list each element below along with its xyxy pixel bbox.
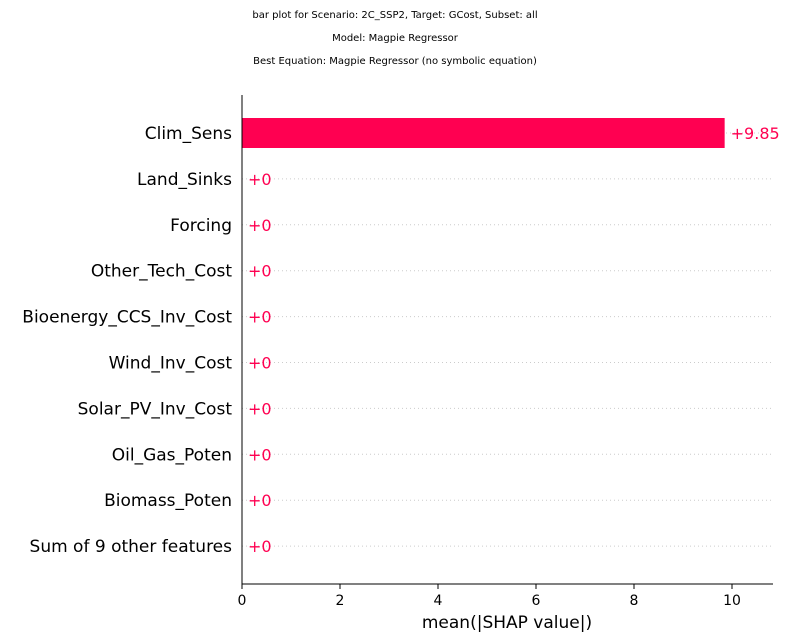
feature-labels: Clim_Sens Land_Sinks Forcing Other_Tech_Cos… (22, 124, 232, 557)
value-label: +0 (248, 308, 272, 327)
value-label: +9.85 (731, 124, 780, 143)
x-axis-label: mean(|SHAP value|) (422, 613, 592, 633)
bars (242, 118, 725, 148)
feature-label: Bioenergy_CCS_Inv_Cost (22, 308, 232, 328)
value-label: +0 (248, 170, 272, 189)
x-tick-label: 6 (532, 593, 541, 609)
value-label: +0 (248, 537, 272, 556)
x-tick-label: 8 (630, 593, 639, 609)
feature-label: Solar_PV_Inv_Cost (78, 399, 233, 419)
value-label: +0 (248, 491, 272, 510)
x-tick-label: 2 (336, 593, 345, 609)
value-label: +0 (248, 445, 272, 464)
feature-label: Sum of 9 other features (30, 537, 233, 557)
feature-label: Wind_Inv_Cost (109, 354, 233, 374)
x-tick-label: 4 (434, 593, 443, 609)
value-label: +0 (248, 216, 272, 235)
chart-title-line-2: Model: Magpie Regressor (332, 33, 458, 44)
x-tick-label: 0 (238, 593, 247, 609)
value-label: +0 (248, 354, 272, 373)
feature-label: Biomass_Poten (104, 491, 232, 511)
feature-label: Land_Sinks (137, 170, 232, 190)
gridlines (242, 132, 773, 547)
feature-label: Other_Tech_Cost (91, 262, 232, 282)
value-labels: +9.85 +0 +0 +0 +0 +0 +0 +0 +0 +0 (248, 124, 780, 556)
feature-label: Forcing (170, 216, 232, 236)
x-tick-label: 10 (723, 593, 741, 609)
axes: 0 2 4 6 8 10 (238, 95, 773, 609)
feature-label: Oil_Gas_Poten (112, 445, 232, 465)
bar-clim_sens (242, 118, 725, 148)
value-label: +0 (248, 262, 272, 281)
chart-title-line-1: bar plot for Scenario: 2C_SSP2, Target: … (252, 10, 538, 21)
chart-title-line-3: Best Equation: Magpie Regressor (no symb… (253, 56, 537, 67)
value-label: +0 (248, 399, 272, 418)
feature-label: Clim_Sens (145, 124, 232, 144)
